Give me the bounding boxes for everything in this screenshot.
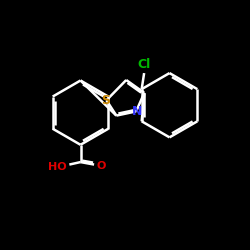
Text: N: N [132, 106, 142, 118]
Text: S: S [101, 94, 110, 107]
Text: O: O [96, 161, 106, 171]
Text: Cl: Cl [138, 58, 151, 70]
Text: HO: HO [48, 162, 66, 172]
